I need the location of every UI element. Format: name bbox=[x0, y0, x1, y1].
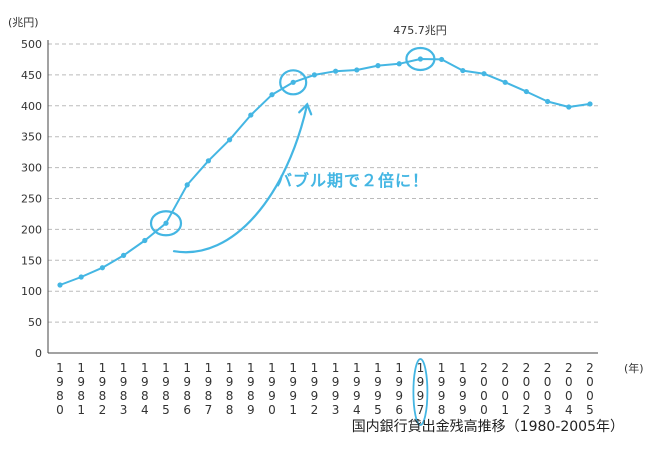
loan-balance-series bbox=[57, 56, 593, 288]
data-point bbox=[269, 92, 275, 98]
y-tick-label: 300 bbox=[21, 162, 42, 175]
y-tick-label: 200 bbox=[21, 223, 42, 236]
year-highlight-1997 bbox=[412, 358, 429, 426]
bubble-callout-text: バブル期で２倍に！ bbox=[276, 171, 429, 190]
y-tick-label: 450 bbox=[21, 69, 42, 82]
data-point bbox=[311, 72, 317, 78]
y-tick-label: 150 bbox=[21, 254, 42, 267]
x-unit-label: (年) bbox=[624, 361, 644, 375]
data-point bbox=[78, 274, 84, 280]
data-point bbox=[142, 237, 148, 244]
data-point bbox=[184, 182, 190, 188]
data-point bbox=[439, 56, 445, 63]
data-point bbox=[396, 61, 402, 67]
growth-arrow-head bbox=[298, 102, 313, 116]
data-point bbox=[502, 79, 508, 85]
data-point bbox=[99, 265, 105, 271]
peak-value-label: 475.7兆円 bbox=[393, 24, 447, 37]
data-point bbox=[460, 67, 466, 74]
circle-mark-1997 bbox=[405, 46, 436, 72]
y-tick-label: 50 bbox=[28, 316, 42, 329]
data-point bbox=[481, 71, 487, 77]
circle-mark-1985 bbox=[149, 210, 183, 237]
chart-caption: 国内銀行貸出金残高推移（1980-2005年） bbox=[352, 418, 624, 435]
axes bbox=[47, 40, 598, 354]
data-point bbox=[375, 63, 381, 69]
data-point bbox=[205, 158, 211, 164]
data-point bbox=[248, 112, 254, 118]
data-point bbox=[587, 101, 593, 107]
y-tick-label: 250 bbox=[21, 193, 42, 206]
growth-arrow bbox=[172, 103, 309, 254]
y-tick-label: 500 bbox=[21, 38, 42, 51]
y-unit-label: (兆円) bbox=[8, 16, 39, 29]
series-line bbox=[59, 58, 591, 286]
data-point bbox=[333, 68, 339, 74]
annotations bbox=[149, 46, 436, 426]
y-tick-label: 100 bbox=[21, 285, 42, 298]
data-point bbox=[57, 282, 63, 288]
y-tick-label: 350 bbox=[21, 131, 42, 144]
data-point bbox=[121, 252, 127, 258]
y-tick-label: 400 bbox=[21, 100, 42, 113]
y-tick-label: 0 bbox=[35, 347, 42, 360]
circle-mark-1991 bbox=[279, 69, 308, 96]
grid-lines bbox=[48, 43, 598, 323]
data-point bbox=[354, 67, 360, 73]
x-tick-labels: 1 9 8 0 1 9 8 1 1 9 8 2 1 9 8 3 1 9 8 4 1 9 8 5 1 9 8 6 1 9 8 7 1 9 8 8 1 9 8 9… bbox=[56, 361, 594, 417]
data-point bbox=[545, 98, 551, 105]
data-point bbox=[523, 88, 530, 95]
data-point bbox=[227, 137, 233, 143]
data-point bbox=[417, 56, 423, 62]
y-tick-labels: 0 50 100 150 200 250 300 350 400 450 500 bbox=[21, 38, 42, 360]
data-point bbox=[566, 104, 572, 110]
data-point bbox=[290, 79, 296, 85]
data-point bbox=[163, 220, 169, 226]
